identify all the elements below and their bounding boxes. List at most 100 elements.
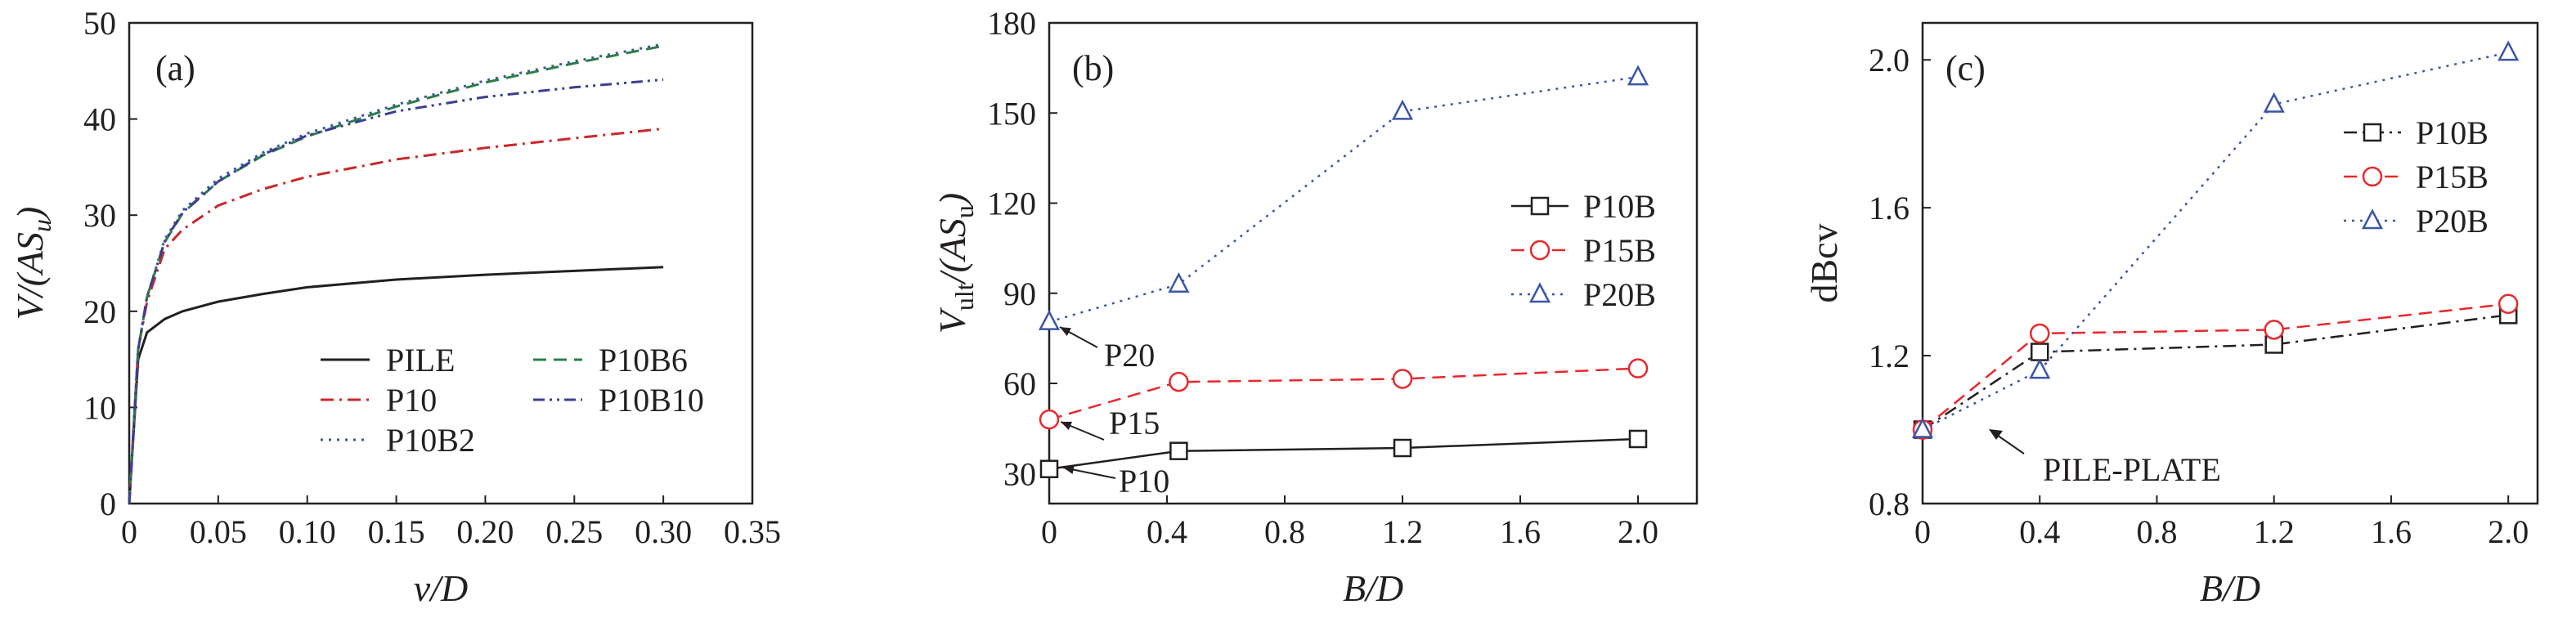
x-tick-label: 0.05 — [190, 513, 247, 550]
x-tick-label: 1.6 — [2371, 513, 2412, 550]
data-point — [1038, 309, 1061, 330]
legend-marker — [2361, 208, 2384, 230]
y-tick-label: 90 — [1003, 275, 1036, 312]
x-tick-label: 0.8 — [2136, 513, 2177, 550]
data-point — [1169, 371, 1189, 392]
x-axis-label: v/D — [414, 567, 468, 609]
x-tick-label: 1.6 — [1500, 513, 1541, 550]
y-tick-label: 0 — [100, 486, 116, 522]
annotation-label: P15 — [1109, 405, 1160, 441]
data-point — [2029, 323, 2050, 344]
y-tick-label: 20 — [83, 293, 116, 330]
x-tick-label: 0.35 — [724, 513, 781, 550]
arrow-head — [1060, 327, 1071, 336]
data-point — [2029, 358, 2051, 379]
y-tick-label: 30 — [1003, 455, 1036, 492]
series-line — [1922, 302, 2509, 431]
data-point — [1627, 65, 1649, 86]
legend-marker — [2362, 166, 2383, 187]
panel-b: 0 0.4 0.8 1.2 1.6 2.0 30 60 90 120 150 180 (b) B/D P10… — [931, 5, 1699, 609]
y-tick-label: 10 — [83, 389, 116, 426]
arrow-head — [1989, 429, 2003, 440]
legend-label: P10B2 — [386, 422, 475, 459]
data-point — [2497, 293, 2519, 315]
x-tick-label: 0 — [1914, 513, 1931, 550]
data-point — [1039, 409, 1060, 430]
x-tick-label: 0.10 — [279, 513, 336, 550]
data-point — [1627, 358, 1649, 378]
plot-frame — [128, 21, 754, 505]
data-point — [2030, 343, 2049, 361]
panel-label: (c) — [1945, 48, 1986, 88]
series-line — [1922, 51, 2509, 431]
y-tick-label: 2.0 — [1869, 42, 1910, 78]
series-line — [1048, 75, 1639, 323]
x-axis-label: B/D — [1343, 567, 1403, 609]
legend-label: P15B — [2416, 159, 2488, 195]
x-tick-label: 0.8 — [1264, 513, 1305, 550]
legend-marker — [1528, 282, 1551, 303]
legend-label: P15B — [1583, 232, 1656, 269]
legend-marker — [1529, 240, 1551, 261]
panel-label: (b) — [1072, 48, 1114, 88]
x-tick-label: 0 — [121, 513, 137, 550]
legend-label: PILE — [386, 342, 455, 378]
y-axis-label: V/(ASu) — [9, 207, 56, 320]
data-point — [1393, 438, 1412, 458]
y-tick-label: 30 — [83, 197, 116, 234]
legend-marker — [1530, 196, 1550, 216]
x-tick-label: 0.30 — [635, 513, 692, 550]
y-tick-label: 0.8 — [1869, 486, 1910, 522]
y-axis-label: dBcv — [1803, 223, 1845, 302]
data-point — [2264, 320, 2284, 340]
x-tick-label: 0.25 — [545, 513, 603, 550]
data-point — [1392, 369, 1413, 389]
x-tick-label: 0.4 — [2019, 513, 2060, 550]
annotation-label: P10 — [1119, 463, 1169, 499]
data-point — [1911, 417, 1934, 438]
y-tick-label: 180 — [987, 5, 1036, 42]
plot-frame — [1048, 21, 1699, 505]
y-tick-label: 120 — [987, 186, 1036, 222]
panel-a: 0 0.05 0.10 0.15 0.20 0.25 0.30 0.35 0 10 20 30 40 50… — [9, 5, 781, 609]
annotation-label: P20 — [1104, 337, 1155, 374]
y-axis-label: Vult/(ASu) — [931, 193, 979, 334]
y-tick-label: 1.2 — [1869, 338, 1910, 374]
y-tick-label: 1.6 — [1869, 190, 1910, 226]
data-point — [2497, 40, 2520, 61]
plot-frame — [1921, 21, 2539, 505]
data-point — [1168, 272, 1190, 293]
series-line — [1048, 367, 1639, 421]
y-tick-label: 40 — [83, 101, 116, 138]
legend-label: P20B — [1583, 276, 1656, 313]
x-tick-label: 0 — [1041, 513, 1057, 550]
legend-label: P20B — [2416, 203, 2488, 240]
x-tick-label: 0.20 — [456, 513, 514, 550]
panel-c: 0 0.4 0.8 1.2 1.6 2.0 0.8 1.2 1.6 2.0 (c) B/D P10B P1… — [1803, 21, 2539, 609]
data-point — [1169, 441, 1188, 460]
y-tick-label: 150 — [987, 95, 1036, 132]
arrow-head — [1061, 421, 1072, 430]
x-tick-label: 1.2 — [2254, 513, 2295, 550]
arrow-head — [1063, 465, 1075, 474]
x-tick-label: 0.4 — [1147, 513, 1187, 550]
legend-marker — [2363, 123, 2382, 142]
x-tick-label: 2.0 — [1618, 513, 1658, 550]
legend-label: P10B — [2416, 114, 2488, 151]
series-line — [128, 266, 664, 504]
series-line — [1048, 437, 1639, 470]
data-point — [2263, 92, 2285, 113]
data-point — [1039, 459, 1059, 478]
legend-label: P10 — [386, 382, 437, 419]
legend-label: P10B — [1583, 188, 1656, 225]
legend-label: P10B6 — [599, 342, 688, 378]
y-tick-label: 60 — [1003, 365, 1036, 402]
x-tick-label: 1.2 — [1382, 513, 1423, 550]
panel-label: (a) — [155, 48, 195, 88]
annotation-label: PILE-PLATE — [2043, 451, 2221, 488]
x-axis-label: B/D — [2200, 567, 2260, 609]
data-point — [1628, 429, 1648, 449]
series-line — [1922, 314, 2509, 431]
x-tick-label: 2.0 — [2488, 513, 2529, 550]
y-tick-label: 50 — [83, 5, 116, 42]
